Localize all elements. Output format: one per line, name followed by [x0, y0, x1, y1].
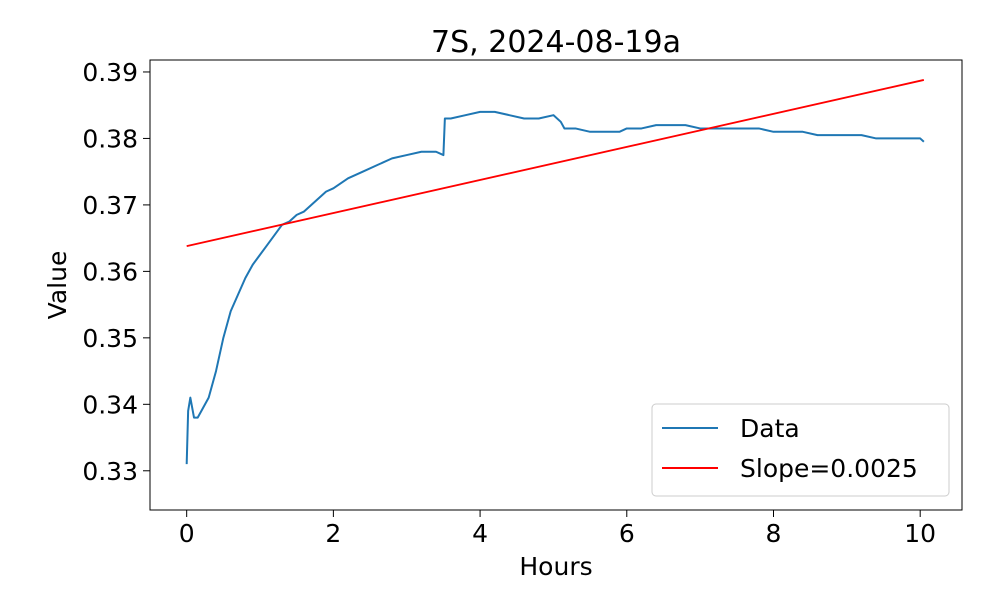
chart-title: 7S, 2024-08-19a — [431, 25, 681, 60]
x-tick-label: 10 — [904, 519, 936, 548]
y-axis: 0.33 0.34 0.35 0.36 0.37 0.38 0.39 — [82, 58, 150, 486]
x-axis: 0 2 4 6 8 10 — [179, 510, 936, 548]
x-tick-label: 8 — [766, 519, 782, 548]
x-axis-label: Hours — [519, 552, 592, 581]
data-series-line — [185, 110, 925, 465]
y-tick-label: 0.35 — [82, 324, 138, 353]
legend-label-slope: Slope=0.0025 — [740, 454, 918, 483]
x-tick-label: 0 — [179, 519, 195, 548]
y-tick-label: 0.33 — [82, 457, 138, 486]
series-group — [185, 79, 925, 465]
x-tick-label: 2 — [325, 519, 341, 548]
legend-label-data: Data — [740, 414, 800, 443]
y-tick-label: 0.37 — [82, 191, 138, 220]
y-tick-label: 0.36 — [82, 257, 138, 286]
slope-fit-line — [186, 79, 925, 247]
x-tick-label: 6 — [619, 519, 635, 548]
legend-box — [651, 403, 950, 497]
x-tick-label: 4 — [472, 519, 488, 548]
legend: Data Slope=0.0025 — [651, 403, 950, 497]
y-tick-label: 0.38 — [82, 124, 138, 153]
plot-area — [149, 59, 963, 511]
y-axis-label: Value — [43, 251, 72, 320]
y-tick-label: 0.34 — [82, 390, 138, 419]
y-tick-label: 0.39 — [82, 58, 138, 87]
